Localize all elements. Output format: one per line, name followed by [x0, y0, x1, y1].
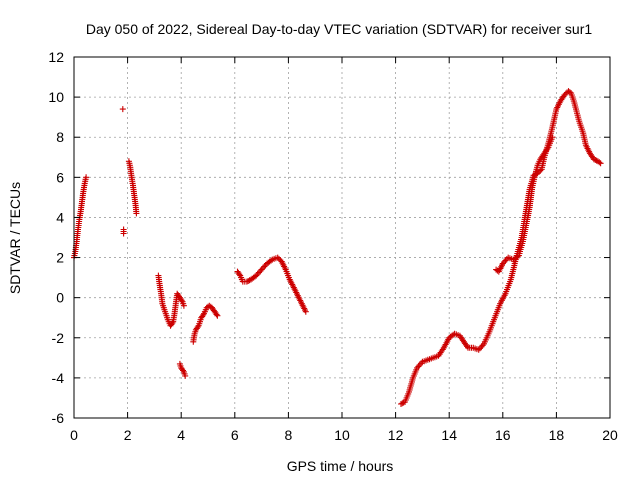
data-point — [178, 297, 185, 304]
data-point — [597, 160, 604, 167]
data-point — [537, 167, 544, 174]
data-point — [276, 255, 282, 262]
data-point — [255, 269, 262, 276]
data-point — [398, 401, 404, 407]
data-point — [169, 320, 176, 327]
x-axis-ticks: 0 2 4 6 8 10 12 14 16 18 20 — [70, 57, 618, 443]
y-tick-label: 0 — [56, 290, 64, 306]
data-point — [596, 159, 603, 166]
data-point — [399, 400, 406, 407]
data-point — [302, 308, 309, 315]
data-point — [562, 90, 569, 97]
grid-lines — [74, 57, 610, 418]
data-point — [180, 302, 187, 309]
y-tick-label: 10 — [48, 89, 64, 105]
data-point — [119, 106, 126, 113]
x-tick-label: 8 — [285, 427, 293, 443]
y-tick-label: 2 — [56, 250, 64, 266]
y-tick-label: 8 — [56, 129, 64, 145]
data-point — [514, 253, 521, 260]
data-point — [243, 278, 250, 285]
chart-title: Day 050 of 2022, Sidereal Day-to-day VTE… — [86, 21, 592, 37]
data-point — [592, 157, 599, 163]
data-point — [180, 367, 186, 374]
y-axis-label: SDTVAR / TECUs — [7, 182, 23, 294]
data-point — [268, 257, 274, 264]
data-point — [258, 266, 265, 273]
data-point — [236, 271, 243, 278]
data-point — [549, 134, 556, 141]
data-point — [590, 156, 597, 163]
data-point — [214, 312, 221, 319]
data-point — [477, 345, 483, 352]
y-axis-ticks: -6 -4 -2 0 2 4 6 8 10 12 — [48, 49, 610, 426]
data-point — [245, 278, 252, 284]
data-point — [133, 210, 140, 217]
y-tick-label: -2 — [52, 330, 65, 346]
y-tick-label: -4 — [52, 370, 65, 386]
y-tick-label: -6 — [52, 410, 65, 426]
x-tick-label: 16 — [495, 427, 511, 443]
data-point — [83, 174, 90, 181]
data-point — [274, 254, 281, 261]
data-point — [200, 312, 207, 318]
x-axis-label: GPS time / hours — [287, 458, 394, 474]
data-point — [261, 263, 268, 270]
data-point — [194, 324, 201, 331]
data-point — [182, 372, 189, 379]
data-point — [561, 92, 568, 99]
x-tick-label: 4 — [177, 427, 185, 443]
x-tick-label: 6 — [231, 427, 239, 443]
x-tick-label: 14 — [441, 427, 457, 443]
x-tick-label: 20 — [602, 427, 618, 443]
x-tick-label: 12 — [388, 427, 404, 443]
x-tick-label: 2 — [124, 427, 132, 443]
x-tick-label: 0 — [70, 427, 78, 443]
data-point — [120, 226, 127, 233]
y-tick-label: 6 — [56, 169, 64, 185]
y-tick-label: 12 — [48, 49, 64, 65]
x-tick-label: 10 — [334, 427, 350, 443]
x-tick-label: 18 — [549, 427, 565, 443]
data-point — [213, 311, 220, 318]
y-tick-label: 4 — [56, 209, 64, 225]
data-series — [71, 88, 604, 407]
